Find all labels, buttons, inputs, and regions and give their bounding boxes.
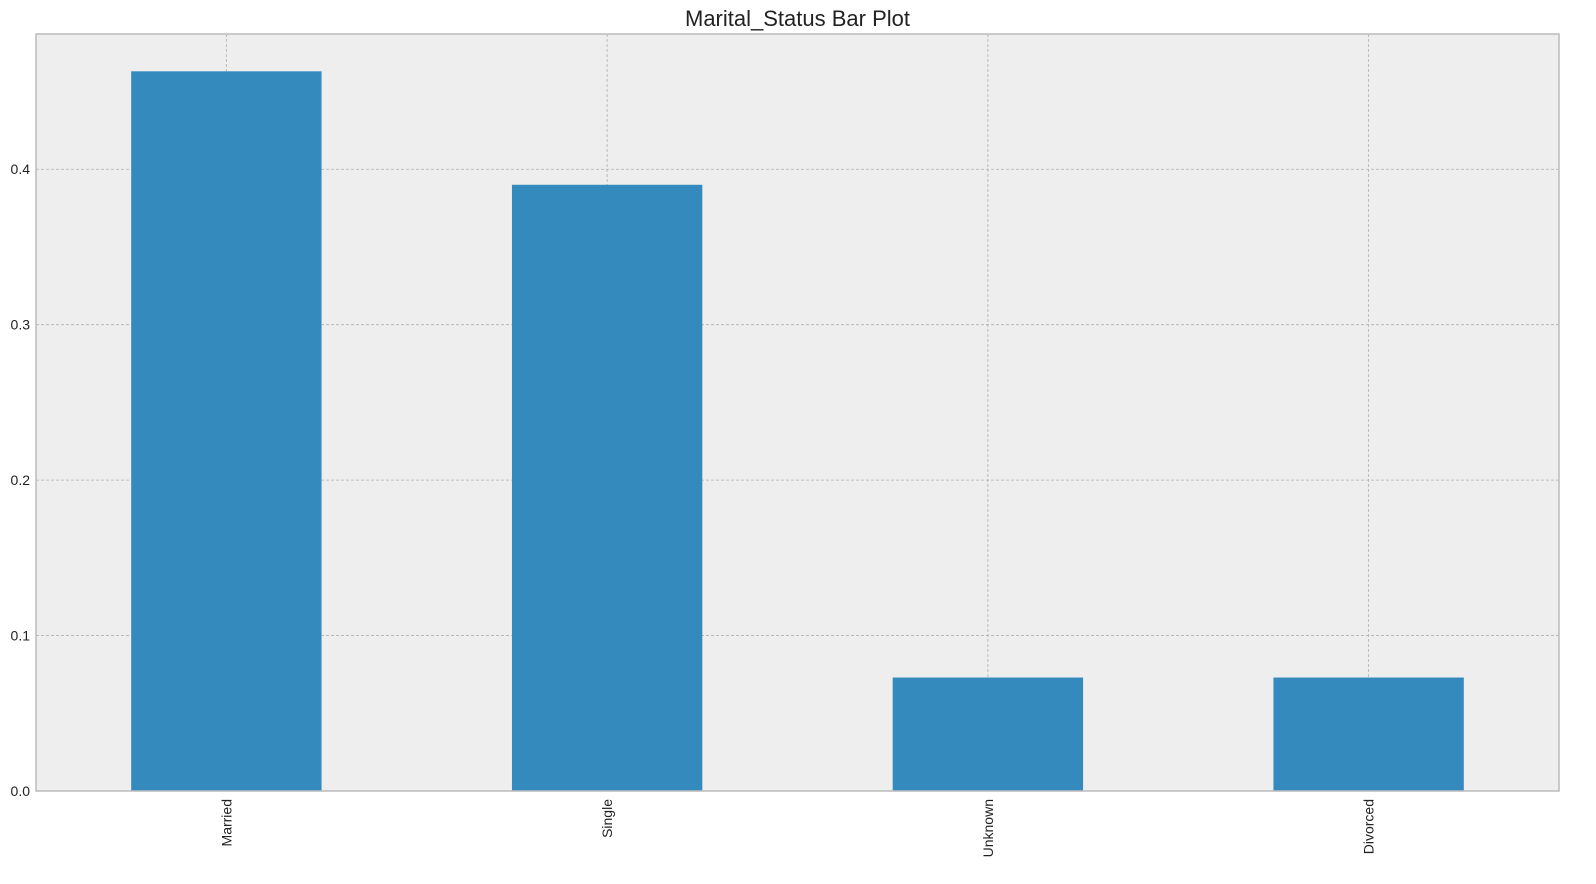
x-tick-label: Married	[218, 799, 234, 846]
y-tick-label: 0.0	[11, 783, 31, 799]
bar-divorced	[1273, 677, 1464, 791]
x-tick-label: Divorced	[1361, 799, 1377, 854]
x-axis-ticks: Married Single Unknown Divorced	[218, 799, 1376, 858]
plot-frame	[35, 33, 1560, 792]
y-axis-ticks: 0.0 0.1 0.2 0.3 0.4	[11, 161, 31, 799]
bars	[131, 71, 1464, 792]
y-tick-label: 0.2	[11, 472, 31, 488]
chart-title: Marital_Status Bar Plot	[685, 6, 910, 31]
y-tick-label: 0.1	[11, 628, 31, 644]
y-tick-label: 0.3	[11, 317, 31, 333]
bar-single	[511, 184, 703, 792]
x-tick-label: Unknown	[980, 799, 996, 857]
bar-married	[131, 71, 322, 791]
x-tick-label: Single	[599, 799, 615, 838]
y-tick-label: 0.4	[11, 161, 31, 177]
bar-unknown	[892, 677, 1084, 791]
